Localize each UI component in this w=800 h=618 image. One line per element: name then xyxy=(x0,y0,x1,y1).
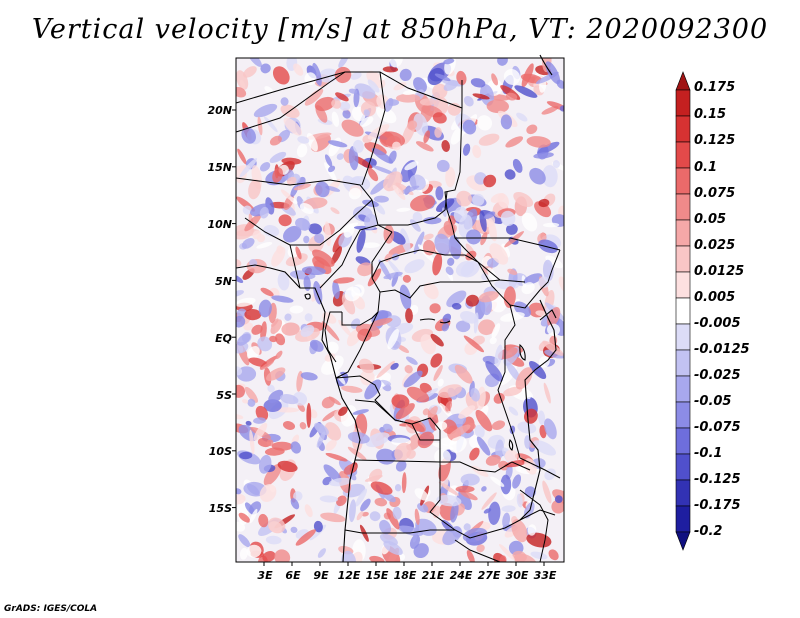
map-title: Vertical velocity [m/s] at 850hPa, VT: 2… xyxy=(31,14,769,45)
colorbar-swatch xyxy=(675,427,691,455)
lat-label: 15N xyxy=(207,161,232,174)
colorbar-swatch xyxy=(675,453,691,481)
lat-label: EQ xyxy=(215,332,232,345)
colorbar-swatch xyxy=(675,71,691,91)
lon-label: 6E xyxy=(285,569,301,582)
lon-label: 21E xyxy=(421,569,445,582)
colorbar-label: -0.2 xyxy=(694,524,723,539)
lon-label: 27E xyxy=(477,569,501,582)
lat-label: 10S xyxy=(208,445,232,458)
lat-label: 20N xyxy=(207,104,232,117)
colorbar-label: -0.05 xyxy=(694,394,732,409)
colorbar-label: 0.025 xyxy=(694,238,736,253)
lat-label: 5N xyxy=(215,275,232,288)
colorbar-swatch xyxy=(675,323,691,351)
colorbar xyxy=(675,71,691,551)
colorbar-swatch xyxy=(675,479,691,507)
lon-label: 9E xyxy=(313,569,329,582)
colorbar-label: -0.0125 xyxy=(694,342,750,357)
colorbar-swatch xyxy=(675,531,691,551)
lon-label: 33E xyxy=(533,569,557,582)
lat-label: 5S xyxy=(216,389,232,402)
colorbar-label: -0.025 xyxy=(694,368,741,383)
colorbar-swatch xyxy=(675,375,691,403)
colorbar-swatch xyxy=(675,115,691,143)
colorbar-swatch xyxy=(675,271,691,299)
colorbar-label: 0.05 xyxy=(694,212,727,227)
colorbar-label: -0.075 xyxy=(694,420,741,435)
colorbar-label: 0.075 xyxy=(694,186,736,201)
lon-label: 12E xyxy=(337,569,361,582)
colorbar-swatch xyxy=(675,245,691,273)
map-frame xyxy=(235,57,565,563)
lat-label: 15S xyxy=(208,502,232,515)
colorbar-swatch xyxy=(675,505,691,533)
colorbar-swatch xyxy=(675,141,691,169)
colorbar-label: 0.1 xyxy=(694,160,718,175)
lon-label: 24E xyxy=(449,569,473,582)
colorbar-label: 0.0125 xyxy=(694,264,745,279)
lon-label: 3E xyxy=(257,569,273,582)
colorbar-label: 0.15 xyxy=(694,107,727,122)
colorbar-swatch xyxy=(675,167,691,195)
lon-label: 15E xyxy=(365,569,389,582)
colorbar-label: -0.125 xyxy=(694,472,741,487)
colorbar-swatch xyxy=(675,349,691,377)
colorbar-label: -0.005 xyxy=(694,316,741,331)
colorbar-swatch xyxy=(675,193,691,221)
colorbar-label: 0.175 xyxy=(694,80,736,95)
credit-text: GrADS: IGES/COLA xyxy=(4,604,98,614)
colorbar-label: 0.125 xyxy=(694,133,736,148)
colorbar-swatch xyxy=(675,297,691,325)
lat-label: 10N xyxy=(207,218,232,231)
country-borders xyxy=(235,71,561,563)
colorbar-label: -0.1 xyxy=(694,446,723,461)
colorbar-swatch xyxy=(675,401,691,429)
lon-label: 30E xyxy=(505,569,529,582)
colorbar-swatch xyxy=(675,219,691,247)
colorbar-label: 0.005 xyxy=(694,290,736,305)
velocity-field xyxy=(236,58,564,562)
lon-label: 18E xyxy=(393,569,417,582)
colorbar-swatch xyxy=(675,89,691,117)
coastlines xyxy=(235,54,557,563)
colorbar-label: -0.175 xyxy=(694,498,741,513)
